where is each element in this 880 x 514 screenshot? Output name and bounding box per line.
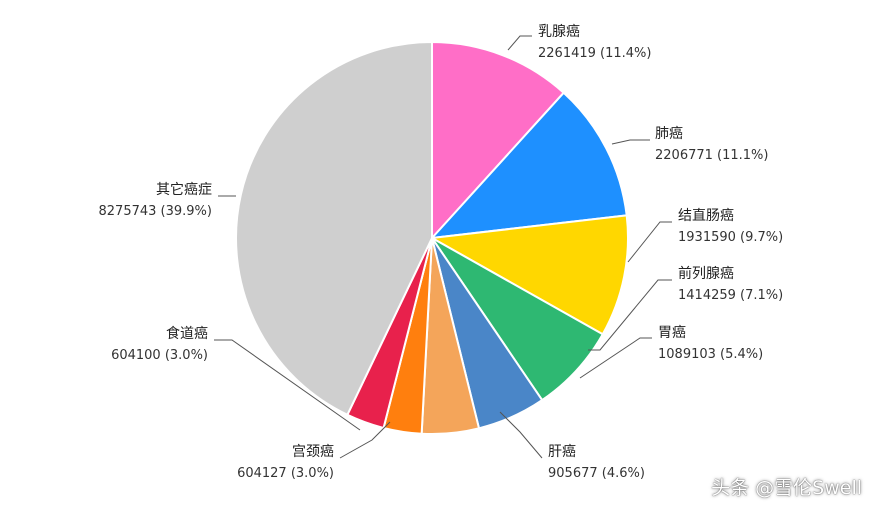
- slice-value-9: 8275743 (39.9%): [99, 204, 212, 219]
- slice-value-5: 1089103 (5.4%): [658, 347, 763, 362]
- slice-value-7: 604127 (3.0%): [237, 466, 334, 481]
- leader-line-1: [507, 35, 532, 51]
- slice-value-2: 2206771 (11.1%): [655, 148, 768, 163]
- watermark: 头条 @雪伦Swell: [711, 477, 862, 499]
- slice-label-3: 结直肠癌: [678, 207, 734, 224]
- pie-slice-1: [431, 40, 566, 241]
- slice-value-6: 905677 (4.6%): [548, 466, 645, 481]
- slice-value-3: 1931590 (9.7%): [678, 230, 783, 245]
- leader-line-4: [588, 279, 672, 351]
- slices-layer: [235, 40, 629, 436]
- slice-label-9: 其它癌症: [156, 181, 212, 198]
- leader-line-2: [611, 139, 650, 145]
- slice-label-5: 胃癌: [658, 325, 686, 341]
- leader-line-5: [579, 337, 652, 379]
- slice-value-8: 604100 (3.0%): [111, 348, 208, 363]
- leader-line-7: [339, 421, 391, 459]
- leader-line-6: [499, 411, 543, 459]
- slice-label-2: 肺癌: [655, 126, 683, 142]
- pie-slice-2: [429, 91, 628, 240]
- leader-lines-layer: [214, 35, 672, 459]
- slice-label-4: 前列腺癌: [678, 265, 734, 282]
- slice-value-1: 2261419 (11.4%): [538, 46, 651, 61]
- slice-value-4: 1414259 (7.1%): [678, 288, 783, 303]
- pie-slice-9: [235, 40, 433, 417]
- slice-label-1: 乳腺癌: [538, 24, 580, 40]
- labels-layer: 乳腺癌 2261419 (11.4%) 肺癌 2206771 (11.1%) 结直肠癌 1…: [99, 24, 784, 481]
- slice-label-7: 宫颈癌: [292, 444, 334, 460]
- slice-label-8: 食道癌: [166, 325, 208, 342]
- slice-label-6: 肝癌: [548, 444, 576, 460]
- leader-line-3: [627, 221, 672, 263]
- leader-line-8: [214, 339, 361, 431]
- pie-slice-3: [428, 214, 629, 336]
